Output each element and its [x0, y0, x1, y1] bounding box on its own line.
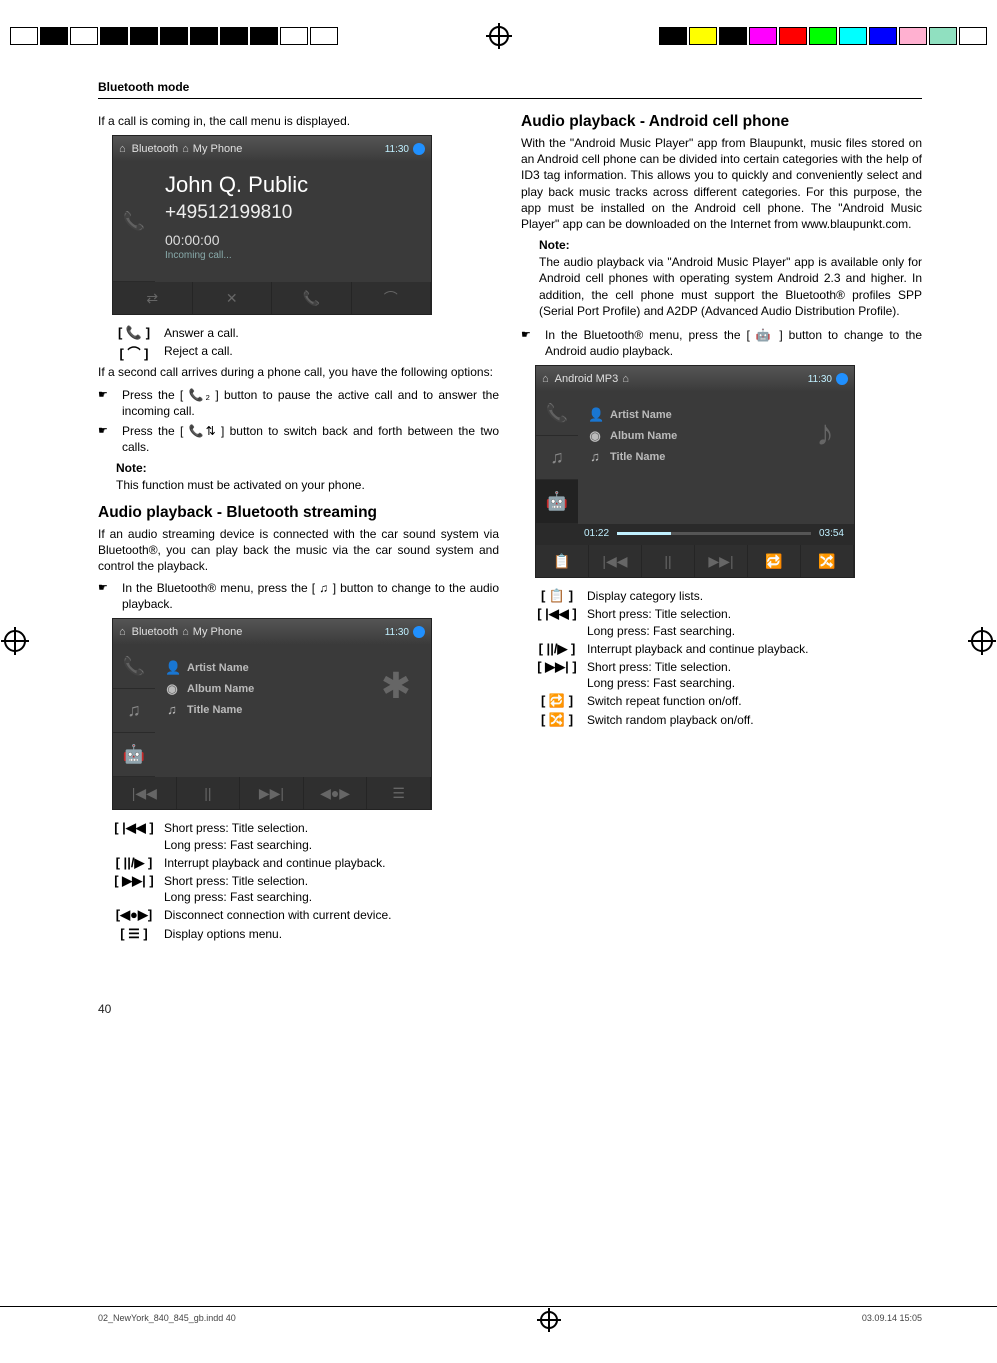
section-header: Bluetooth mode	[98, 80, 922, 99]
icon-description: Switch random playback on/off.	[587, 712, 922, 728]
paragraph: If an audio streaming device is connecte…	[98, 526, 499, 575]
list-icon: [ 📋 ]	[535, 588, 579, 604]
screenshot-bt-playback: ⌂ Bluetooth ⌂ My Phone 11:30 📞 ♫ 🤖	[112, 618, 432, 810]
icon-description: Short press: Title selection.	[587, 607, 731, 621]
person-icon: 👤	[165, 660, 179, 676]
play-pause-icon: [ ||/▶ ]	[535, 641, 579, 657]
icon-description: Short press: Title selection.	[164, 874, 308, 888]
footer-filename: 02_NewYork_840_845_gb.indd 40	[98, 1313, 236, 1329]
pointer-icon: ☛	[98, 423, 114, 437]
paragraph: With the "Android Music Player" app from…	[521, 135, 922, 232]
answer-icon: [ 📞 ]	[112, 325, 156, 341]
icon-description: Reject a call.	[164, 343, 499, 359]
icon-description: Answer a call.	[164, 325, 499, 341]
person-icon: 👤	[588, 407, 602, 423]
icon-description: Interrupt playback and continue playback…	[164, 855, 499, 871]
bluetooth-large-icon: ✱	[381, 665, 411, 707]
android-icon: 🤖	[113, 733, 155, 777]
icon-description: Long press: Fast searching.	[164, 838, 312, 852]
reject-icon: [ ⌒ ]	[112, 343, 156, 362]
print-registration-top	[0, 22, 997, 50]
next-icon: [ ▶▶| ]	[535, 659, 579, 675]
next-icon: [ ▶▶| ]	[112, 873, 156, 889]
home-icon: ⌂	[119, 143, 126, 155]
disc-icon: ◉	[165, 681, 179, 697]
instruction: In the Bluetooth® menu, press the [ ♫ ] …	[122, 580, 499, 612]
shuffle-icon: [ 🔀 ]	[535, 712, 579, 728]
prev-icon: [ |◀◀ ]	[535, 606, 579, 622]
home-icon: ⌂	[542, 373, 549, 385]
instruction: Press the [ 📞₂ ] button to pause the act…	[122, 387, 499, 419]
menu-icon: [ ☰ ]	[112, 926, 156, 942]
bluetooth-icon	[413, 626, 425, 638]
registration-target-icon	[489, 26, 509, 46]
icon-description: Long press: Fast searching.	[164, 890, 312, 904]
phone-icon: 📞	[113, 162, 155, 282]
pointer-icon: ☛	[98, 387, 114, 401]
section-title: Audio playback - Bluetooth streaming	[98, 504, 499, 522]
note-heading: Note:	[539, 238, 922, 252]
print-footer: 02_NewYork_840_845_gb.indd 40 03.09.14 1…	[0, 1307, 997, 1329]
registration-target-icon	[4, 630, 26, 652]
pointer-icon: ☛	[521, 327, 537, 341]
instruction: Press the [ 📞⇅ ] button to switch back a…	[122, 423, 499, 455]
music-icon: ♫	[113, 689, 155, 733]
note-heading: Note:	[116, 461, 499, 475]
phone-icon: 📞	[113, 645, 155, 689]
icon-description: Disconnect connection with current devic…	[164, 907, 499, 923]
note-body: The audio playback via "Android Music Pl…	[539, 254, 922, 319]
prev-icon: [ |◀◀ ]	[112, 820, 156, 836]
icon-description: Switch repeat function on/off.	[587, 693, 922, 709]
instruction: In the Bluetooth® menu, press the [ 🤖 ] …	[545, 327, 922, 359]
note-icon: ♫	[588, 449, 602, 464]
disconnect-icon: [◀●▶]	[112, 907, 156, 923]
note-body: This function must be activated on your …	[116, 477, 499, 493]
disc-icon: ◉	[588, 428, 602, 444]
icon-description: Long press: Fast searching.	[587, 676, 735, 690]
footer-timestamp: 03.09.14 15:05	[862, 1313, 922, 1329]
bluetooth-icon	[836, 373, 848, 385]
screenshot-incoming-call: ⌂ Bluetooth ⌂ My Phone 11:30 📞 John Q. P…	[112, 135, 432, 315]
pointer-icon: ☛	[98, 580, 114, 594]
home-icon: ⌂	[119, 626, 126, 638]
icon-description: Display options menu.	[164, 926, 499, 942]
icon-description: Long press: Fast searching.	[587, 624, 735, 638]
registration-target-icon	[540, 1311, 558, 1329]
section-title: Audio playback - Android cell phone	[521, 113, 922, 131]
play-pause-icon: [ ||/▶ ]	[112, 855, 156, 871]
phone-icon: 📞	[536, 392, 578, 436]
screenshot-android-playback: ⌂ Android MP3 ⌂ 11:30 📞 ♫ 🤖 👤Ar	[535, 365, 855, 578]
icon-description: Interrupt playback and continue playback…	[587, 641, 922, 657]
repeat-icon: [ 🔁 ]	[535, 693, 579, 709]
registration-target-icon	[971, 630, 993, 652]
android-icon: 🤖	[536, 480, 578, 524]
icon-description: Display category lists.	[587, 588, 922, 604]
music-icon: ♫	[536, 436, 578, 480]
paragraph: If a second call arrives during a phone …	[98, 364, 499, 380]
page-number: 40	[98, 1002, 499, 1016]
paragraph: If a call is coming in, the call menu is…	[98, 113, 499, 129]
note-icon: ♫	[165, 702, 179, 717]
bluetooth-icon	[413, 143, 425, 155]
icon-description: Short press: Title selection.	[164, 821, 308, 835]
icon-description: Short press: Title selection.	[587, 660, 731, 674]
album-art-icon: ♪	[816, 412, 834, 454]
